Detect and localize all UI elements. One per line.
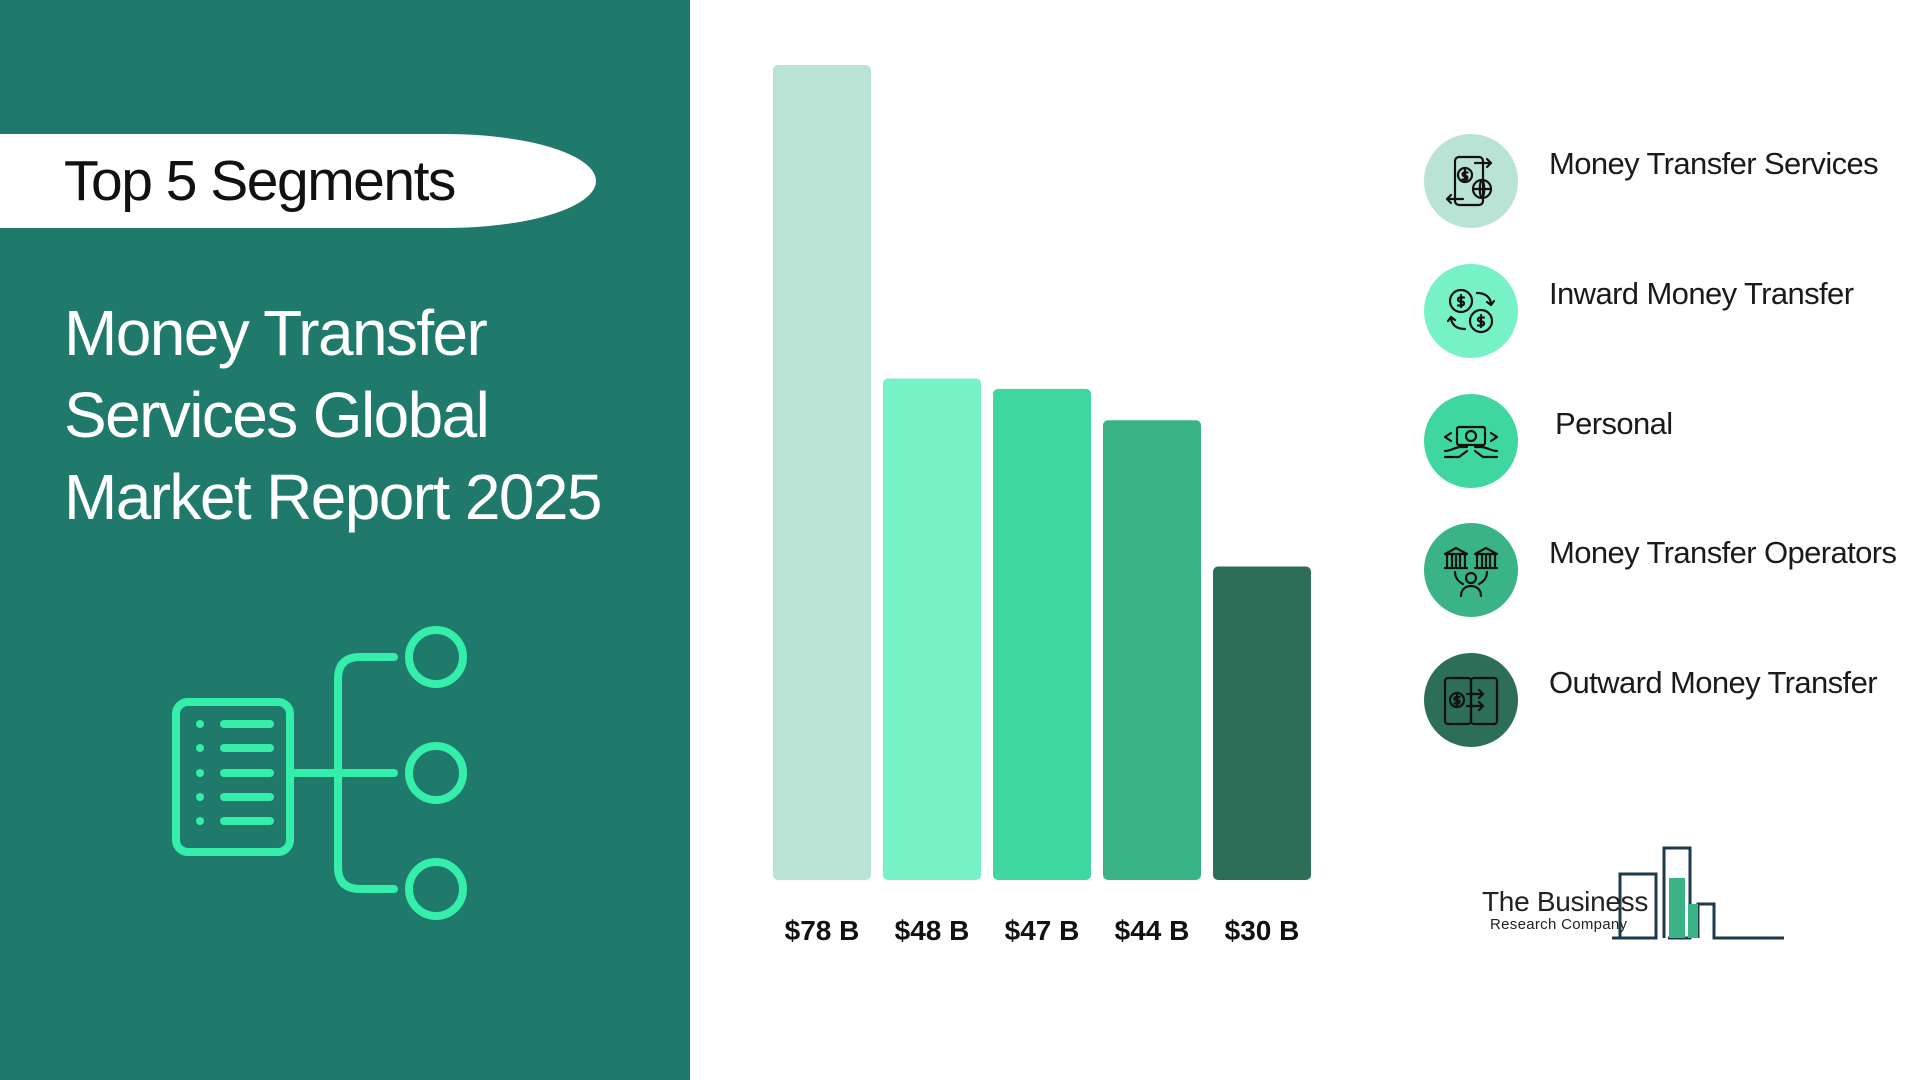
- report-title: Money Transfer Services Global Market Re…: [64, 292, 664, 538]
- legend-item: Outward Money Transfer: [1424, 653, 1914, 749]
- segments-pill-label: Top 5 Segments: [64, 149, 456, 213]
- bar-value-label: $78 B: [785, 915, 860, 946]
- legend-label: Money Transfer Services: [1549, 146, 1879, 181]
- phones-send-money-icon: [1424, 653, 1518, 747]
- segment-tree-icon: [172, 626, 467, 920]
- logo-subtitle: Research Company: [1490, 916, 1628, 933]
- segments-pill: [0, 134, 596, 228]
- legend-label: Outward Money Transfer: [1549, 665, 1878, 700]
- legend-item: Money Transfer Operators: [1424, 523, 1914, 619]
- bar-value-label: $30 B: [1225, 915, 1300, 946]
- legend-item: Money Transfer Services: [1424, 134, 1914, 230]
- phone-transfer-globe-icon: [1424, 134, 1518, 228]
- bar-value-label: $44 B: [1115, 915, 1190, 946]
- legend-label: Personal: [1555, 406, 1673, 441]
- cash-hands-icon: [1424, 394, 1518, 488]
- bar: [773, 65, 871, 880]
- legend-label: Inward Money Transfer: [1549, 276, 1854, 311]
- bar: [1213, 566, 1311, 880]
- legend-item: Inward Money Transfer: [1424, 264, 1914, 360]
- bar: [883, 378, 981, 880]
- bar-value-label: $48 B: [895, 915, 970, 946]
- report-title-line: Services Global: [64, 379, 490, 451]
- bar-value-label: $47 B: [1005, 915, 1080, 946]
- legend-item: Personal: [1424, 394, 1914, 490]
- logo-bars-icon: [1612, 846, 1784, 940]
- report-title-line: Market Report 2025: [64, 461, 602, 533]
- report-title-line: Money Transfer: [64, 297, 488, 369]
- coins-exchange-icon: [1424, 264, 1518, 358]
- logo-name: The Business: [1482, 886, 1649, 917]
- company-logo: The Business Research Company: [1478, 844, 1784, 940]
- bar: [1103, 420, 1201, 880]
- legend-label: Money Transfer Operators: [1549, 535, 1897, 570]
- bar: [993, 388, 1091, 880]
- banks-person-icon: [1424, 523, 1518, 617]
